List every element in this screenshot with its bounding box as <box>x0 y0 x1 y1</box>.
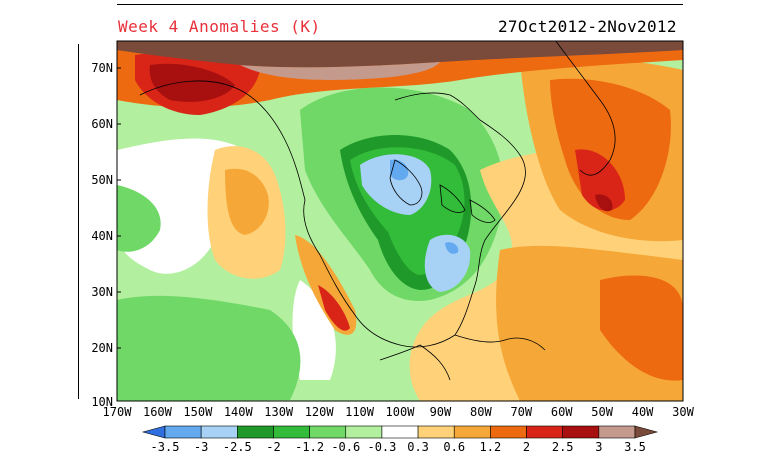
date-range: 27Oct2012-2Nov2012 <box>498 17 677 36</box>
lon-label: 160W <box>142 405 172 419</box>
warm-anomaly-baja-core <box>318 285 350 331</box>
colorbar-label: -3.5 <box>150 440 180 454</box>
tick-marks <box>117 67 121 349</box>
left-rule <box>78 44 79 399</box>
lon-label: 140W <box>223 405 253 419</box>
lat-label: 20N <box>91 341 113 355</box>
warm-anomaly-labrador-strong <box>550 78 671 220</box>
lat-label: 50N <box>91 173 113 187</box>
colorbar-label: 1.2 <box>479 440 502 454</box>
warm-anomaly-pacific-mid <box>225 168 269 235</box>
colorbar-label: 0.3 <box>407 440 429 454</box>
lon-label: 40W <box>631 405 654 419</box>
cold-anomaly-canada <box>360 154 432 215</box>
lat-label: 40N <box>91 229 113 243</box>
colorbar-low-arrow <box>141 425 166 439</box>
warm-anomaly-alaska-peak <box>149 63 235 102</box>
lon-label: 130W <box>264 405 294 419</box>
warm-anomaly-arctic <box>117 41 683 68</box>
cold-anomaly-core-canada <box>390 159 409 181</box>
warm-anomaly-labrador-core <box>575 149 625 211</box>
cold-anomaly-core-southeast <box>445 242 459 254</box>
colorbar-swatch <box>309 425 347 439</box>
lon-label: 90W <box>429 405 452 419</box>
colorbar-swatch <box>237 425 274 439</box>
anomaly-field <box>117 41 683 401</box>
colorbar-swatch <box>417 425 455 439</box>
lat-label: 60N <box>91 117 113 131</box>
warm-anomaly-atlantic-strong <box>600 275 683 381</box>
top-rule <box>117 4 683 5</box>
colorbar-swatch <box>453 425 491 439</box>
lon-label: 50W <box>591 405 613 419</box>
pacific-neutral-area-2 <box>292 280 336 380</box>
colorbar-label: 2.5 <box>551 440 574 454</box>
lon-label: 70W <box>510 405 533 419</box>
coastlines <box>139 41 616 381</box>
colorbar <box>141 425 659 439</box>
colorbar-label: 3.5 <box>624 440 646 454</box>
warm-anomaly-arctic-mid <box>240 62 440 80</box>
lon-label: 170W <box>102 405 132 419</box>
colorbar-label: -3 <box>193 440 209 454</box>
colorbar-swatch <box>562 425 600 439</box>
colorbar-swatch <box>381 425 419 439</box>
colorbar-swatch <box>598 425 636 439</box>
map-border <box>116 40 684 402</box>
colorbar-swatch <box>200 425 238 439</box>
lon-label: 150W <box>183 405 213 419</box>
map-title: Week 4 Anomalies (K) <box>118 17 321 36</box>
warm-anomaly-labrador-peak <box>595 194 613 212</box>
lon-label: 100W <box>385 405 415 419</box>
colorbar-label: 2 <box>522 440 531 454</box>
colorbar-high-arrow <box>634 425 659 439</box>
colorbar-label: 3 <box>595 440 603 454</box>
lon-label: 60W <box>550 405 573 419</box>
colorbar-label: -2.5 <box>222 440 252 454</box>
colorbar-label: 0.6 <box>443 440 466 454</box>
colorbar-swatch <box>345 425 383 439</box>
colorbar-swatch <box>490 425 527 439</box>
colorbar-swatch <box>273 425 310 439</box>
colorbar-swatch <box>526 425 563 439</box>
lon-label: 30W <box>672 405 694 419</box>
colorbar-label: -0.6 <box>331 440 361 454</box>
pacific-green-area-2 <box>117 295 301 401</box>
colorbar-label: -2 <box>266 440 281 454</box>
cold-anomaly-southeast <box>424 234 471 292</box>
colorbar-label: -1.2 <box>295 440 325 454</box>
lat-label: 70N <box>91 61 113 75</box>
lat-label: 30N <box>91 285 113 299</box>
lon-label: 80W <box>470 405 492 419</box>
pacific-green-area <box>117 185 161 252</box>
colorbar-swatch <box>164 425 202 439</box>
lon-label: 110W <box>345 405 375 419</box>
lon-label: 120W <box>304 405 334 419</box>
colorbar-label: -0.3 <box>367 440 397 454</box>
lat-label: 10N <box>91 395 113 409</box>
